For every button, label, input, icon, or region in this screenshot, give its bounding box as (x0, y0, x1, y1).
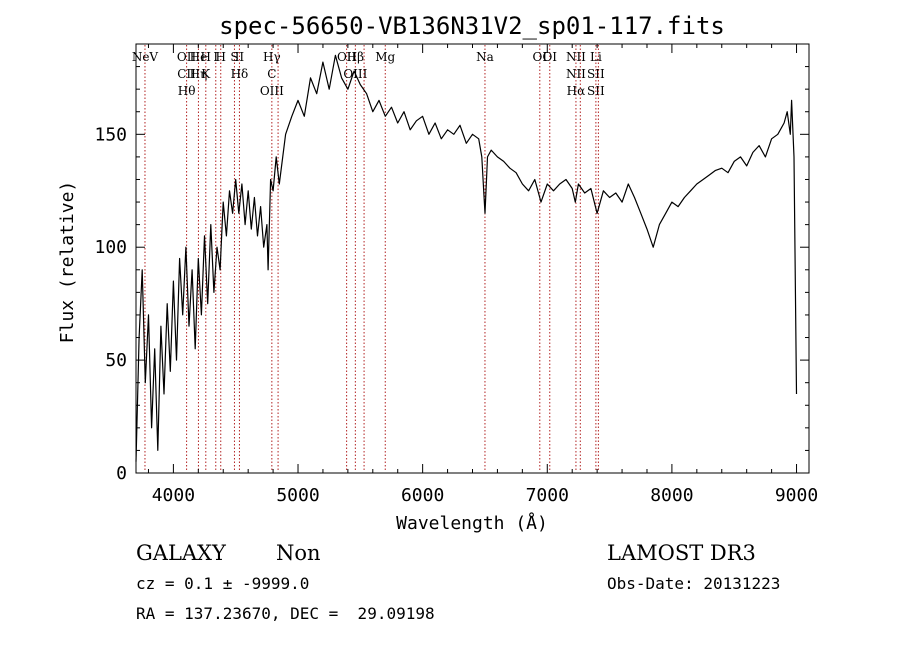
x-axis-label: Wavelength (Å) (396, 512, 548, 534)
y-axis-label: Flux (relative) (57, 181, 78, 344)
line-marker-label: SII (587, 84, 605, 98)
line-marker-label: H (201, 50, 211, 64)
line-marker-label: K (201, 67, 211, 81)
line-marker-label: Hβ (347, 50, 364, 64)
chart-title: spec-56650-VB136N31V2_sp01-117.fits (219, 12, 725, 40)
line-marker-label: Mg (375, 50, 395, 64)
line-marker-label: Hθ (178, 84, 196, 98)
coords-text: RA = 137.23670, DEC = 29.09198 (136, 604, 435, 623)
line-marker-label: NII (566, 67, 586, 81)
x-tick-label: 7000 (526, 485, 569, 506)
y-tick-label: 150 (94, 124, 127, 145)
object-class: GALAXY (136, 541, 227, 565)
line-marker-label: OI (533, 50, 548, 64)
line-marker-label: Hγ (263, 50, 281, 64)
line-marker-label: OII (337, 50, 357, 64)
line-marker-label: NeV (132, 50, 159, 64)
line-marker-label: S (230, 50, 238, 64)
line-marker-label: C (267, 67, 276, 81)
line-marker-label: Li (590, 50, 602, 64)
y-tick-label: 50 (105, 350, 127, 371)
line-marker-label: H (216, 50, 226, 64)
survey-label: LAMOST DR3 (607, 541, 756, 565)
line-marker-label: OIII (260, 84, 284, 98)
y-tick-label: 0 (116, 463, 127, 484)
axis-ticks: 4000 5000 6000 7000 8000 9000 0 50 100 150 (94, 43, 818, 506)
spectrum-line-0 (135, 54, 798, 462)
line-marker-label: NII (566, 50, 586, 64)
spectrum-series (135, 54, 798, 462)
obs-date-text: Obs-Date: 20131223 (607, 574, 780, 593)
redshift-text: cz = 0.1 ± -9999.0 (136, 574, 309, 593)
line-marker-label: Hη (190, 67, 208, 81)
x-tick-label: 6000 (401, 485, 444, 506)
x-tick-label: 8000 (650, 485, 693, 506)
x-tick-label: 4000 (152, 485, 195, 506)
object-subclass: Non (276, 541, 321, 565)
line-marker-label: OII (177, 50, 197, 64)
y-tick-label: 100 (94, 237, 127, 258)
line-marker-label: OI (542, 50, 557, 64)
x-tick-label: 5000 (276, 485, 319, 506)
line-marker-label: He (190, 50, 208, 64)
line-marker-label: Hδ (231, 67, 249, 81)
line-marker-label: SII (587, 67, 605, 81)
x-tick-label: 9000 (775, 485, 818, 506)
line-marker-label: Hα (567, 84, 586, 98)
line-marker-label: I (213, 50, 218, 64)
plot-frame (135, 43, 810, 474)
line-marker-label: II (235, 50, 245, 64)
line-marker-label: CII (177, 67, 196, 81)
line-marker-label: Na (476, 50, 494, 64)
